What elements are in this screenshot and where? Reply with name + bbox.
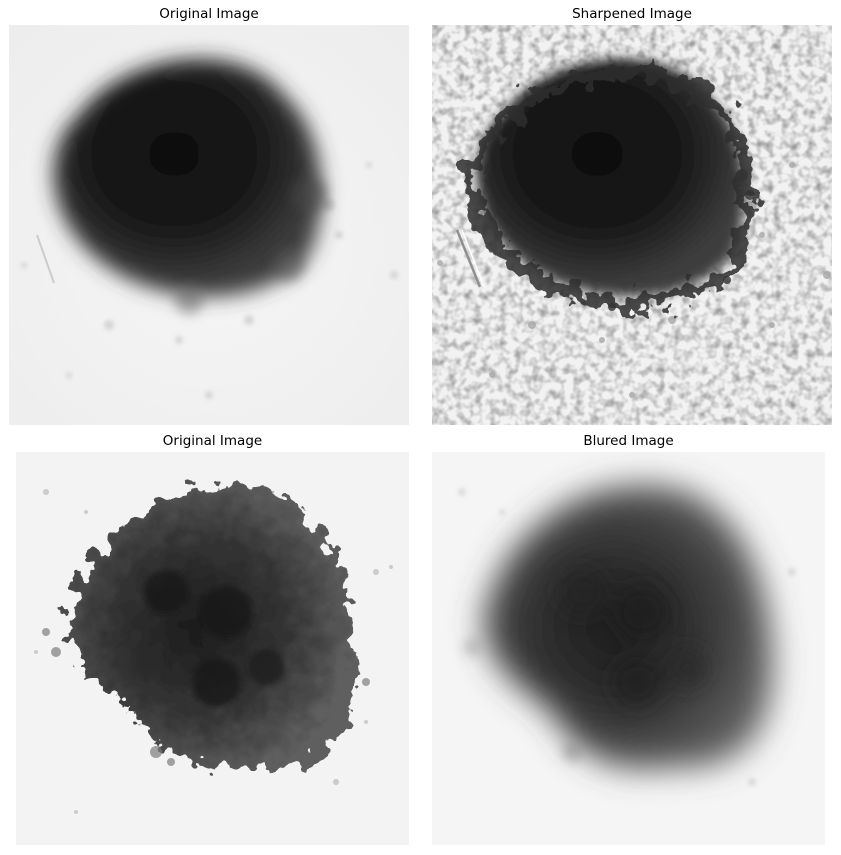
spheroid-sharpened-image: [432, 25, 832, 425]
spheroid-original-2-image: [16, 452, 409, 845]
panel-title-sharpened: Sharpened Image: [572, 6, 692, 22]
panel-title-blurred: Blured Image: [583, 433, 674, 449]
panel-title-original: Original Image: [159, 6, 259, 22]
spheroid-blurred-image: [432, 452, 825, 845]
panel-title-original-2: Original Image: [162, 433, 263, 449]
spheroid-original-image: [9, 25, 409, 425]
